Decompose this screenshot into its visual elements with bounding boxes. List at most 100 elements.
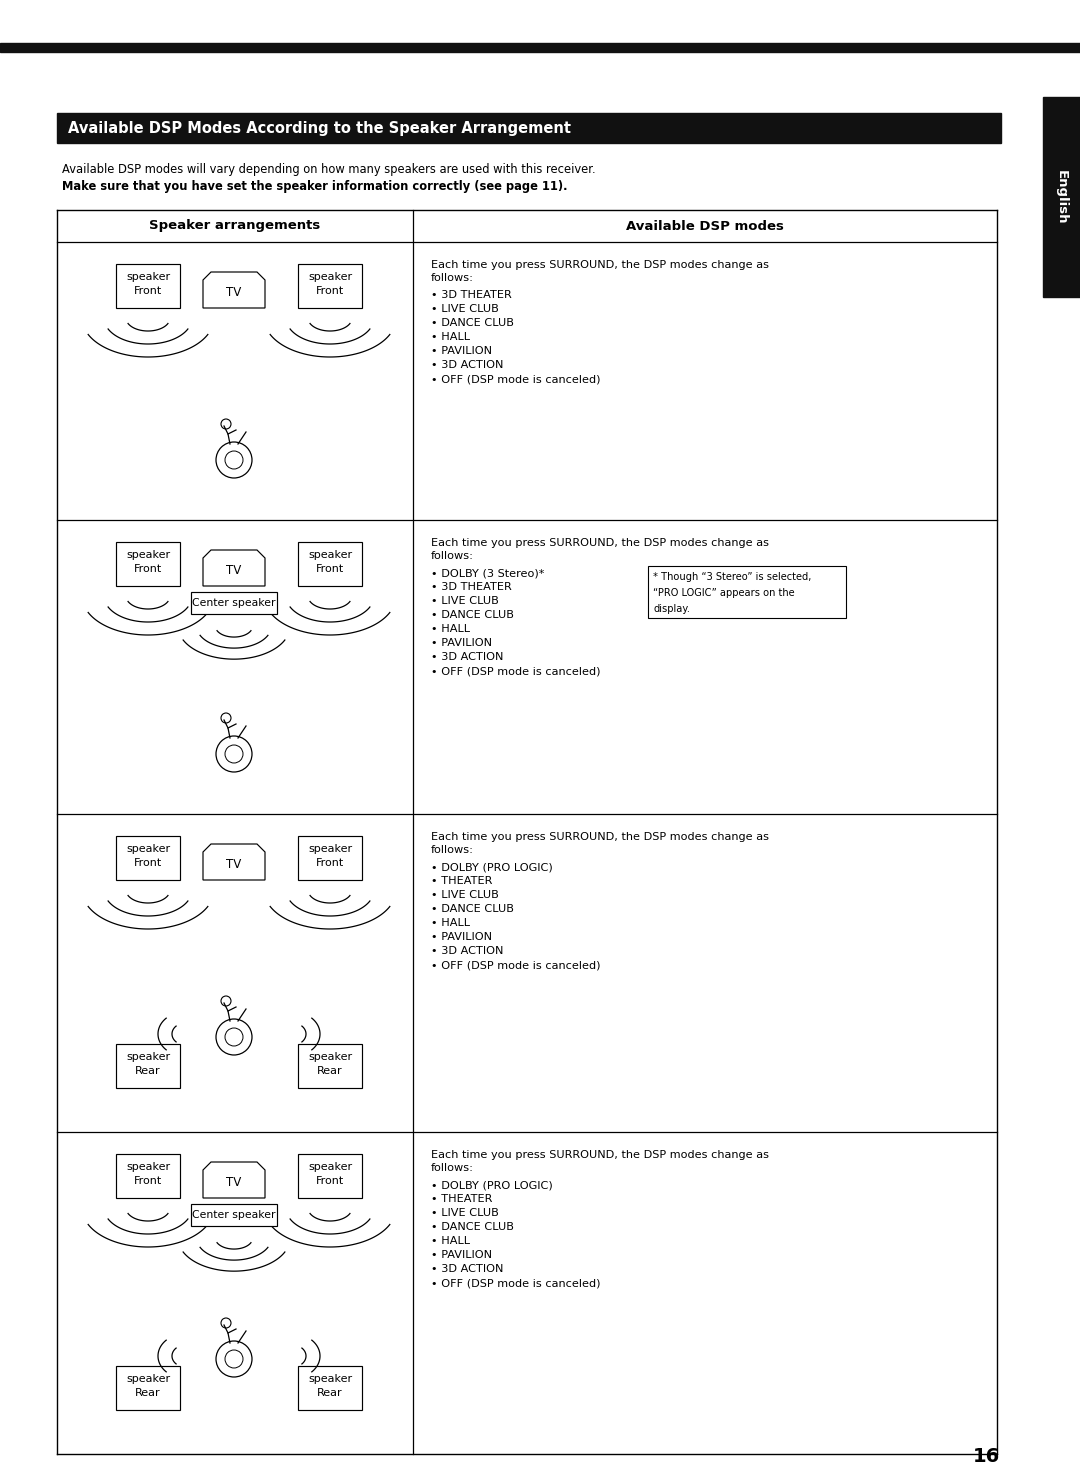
Text: • DOLBY (3 Stereo)*: • DOLBY (3 Stereo)* <box>431 568 544 578</box>
Text: Front: Front <box>134 859 162 868</box>
Bar <box>648 567 846 618</box>
Polygon shape <box>203 844 265 879</box>
Text: Center speaker: Center speaker <box>192 598 275 608</box>
Text: Each time you press SURROUND, the DSP modes change as: Each time you press SURROUND, the DSP mo… <box>431 1149 769 1160</box>
Text: Front: Front <box>315 564 345 574</box>
Text: • DANCE CLUB: • DANCE CLUB <box>431 1222 514 1232</box>
Text: • PAVILION: • PAVILION <box>431 931 492 942</box>
Text: Center speaker: Center speaker <box>192 1210 275 1221</box>
Text: Front: Front <box>315 1176 345 1186</box>
Text: • OFF (DSP mode is canceled): • OFF (DSP mode is canceled) <box>431 960 600 970</box>
Polygon shape <box>203 271 265 308</box>
Text: TV: TV <box>227 857 242 871</box>
Text: speaker: speaker <box>308 1163 352 1172</box>
Text: Each time you press SURROUND, the DSP modes change as: Each time you press SURROUND, the DSP mo… <box>431 538 769 549</box>
Polygon shape <box>203 1163 265 1198</box>
Bar <box>116 264 180 308</box>
Bar <box>57 113 1001 142</box>
Text: • 3D ACTION: • 3D ACTION <box>431 946 503 957</box>
Text: • DANCE CLUB: • DANCE CLUB <box>431 610 514 620</box>
Bar <box>116 1366 180 1410</box>
Text: Front: Front <box>134 1176 162 1186</box>
Text: • 3D ACTION: • 3D ACTION <box>431 360 503 369</box>
Text: Speaker arrangements: Speaker arrangements <box>149 219 321 233</box>
Text: speaker: speaker <box>126 550 170 561</box>
Text: • LIVE CLUB: • LIVE CLUB <box>431 890 499 900</box>
Text: • 3D ACTION: • 3D ACTION <box>431 1264 503 1274</box>
Text: Rear: Rear <box>318 1066 342 1077</box>
Text: Available DSP modes: Available DSP modes <box>626 219 784 233</box>
Text: • DANCE CLUB: • DANCE CLUB <box>431 317 514 328</box>
Bar <box>116 541 180 586</box>
Text: speaker: speaker <box>308 550 352 561</box>
Bar <box>298 1044 362 1089</box>
Text: speaker: speaker <box>126 1375 170 1384</box>
Text: • DOLBY (PRO LOGIC): • DOLBY (PRO LOGIC) <box>431 862 553 872</box>
Text: • OFF (DSP mode is canceled): • OFF (DSP mode is canceled) <box>431 374 600 384</box>
Text: 16: 16 <box>973 1447 1000 1467</box>
Text: • 3D THEATER: • 3D THEATER <box>431 291 512 300</box>
Text: speaker: speaker <box>308 1053 352 1062</box>
Text: speaker: speaker <box>126 1053 170 1062</box>
Text: • PAVILION: • PAVILION <box>431 1250 492 1261</box>
Text: Available DSP modes will vary depending on how many speakers are used with this : Available DSP modes will vary depending … <box>62 163 596 176</box>
Bar <box>116 1044 180 1089</box>
Text: • HALL: • HALL <box>431 918 470 928</box>
Text: • LIVE CLUB: • LIVE CLUB <box>431 304 499 314</box>
Text: Front: Front <box>134 564 162 574</box>
Bar <box>116 836 180 879</box>
Polygon shape <box>203 550 265 586</box>
Text: • 3D THEATER: • 3D THEATER <box>431 581 512 592</box>
Text: follows:: follows: <box>431 552 474 561</box>
Text: • PAVILION: • PAVILION <box>431 638 492 648</box>
Text: English: English <box>1055 169 1068 224</box>
Text: speaker: speaker <box>308 1375 352 1384</box>
Bar <box>298 541 362 586</box>
Text: • OFF (DSP mode is canceled): • OFF (DSP mode is canceled) <box>431 1278 600 1289</box>
Bar <box>191 1204 276 1226</box>
Text: Front: Front <box>315 859 345 868</box>
Text: follows:: follows: <box>431 845 474 856</box>
Text: Front: Front <box>134 286 162 297</box>
Text: speaker: speaker <box>126 844 170 854</box>
Text: • HALL: • HALL <box>431 624 470 635</box>
Text: • OFF (DSP mode is canceled): • OFF (DSP mode is canceled) <box>431 666 600 676</box>
Text: follows:: follows: <box>431 273 474 283</box>
Text: Front: Front <box>315 286 345 297</box>
Text: TV: TV <box>227 564 242 577</box>
Text: • 3D ACTION: • 3D ACTION <box>431 653 503 661</box>
Bar <box>191 592 276 614</box>
Text: TV: TV <box>227 1176 242 1188</box>
Bar <box>0 43 1080 52</box>
Text: Rear: Rear <box>318 1388 342 1398</box>
Bar <box>298 836 362 879</box>
Text: • LIVE CLUB: • LIVE CLUB <box>431 596 499 607</box>
Bar <box>1043 96 1080 297</box>
Text: • THEATER: • THEATER <box>431 876 492 885</box>
Text: “PRO LOGIC” appears on the: “PRO LOGIC” appears on the <box>653 587 795 598</box>
Text: • PAVILION: • PAVILION <box>431 346 492 356</box>
Text: TV: TV <box>227 286 242 298</box>
Text: • DANCE CLUB: • DANCE CLUB <box>431 905 514 914</box>
Text: • HALL: • HALL <box>431 1235 470 1246</box>
Text: speaker: speaker <box>308 273 352 282</box>
Bar <box>298 1154 362 1198</box>
Text: • LIVE CLUB: • LIVE CLUB <box>431 1209 499 1218</box>
Bar <box>116 1154 180 1198</box>
Text: speaker: speaker <box>308 844 352 854</box>
Text: • HALL: • HALL <box>431 332 470 343</box>
Text: Rear: Rear <box>135 1066 161 1077</box>
Text: Make sure that you have set the speaker information correctly (see page 11).: Make sure that you have set the speaker … <box>62 179 567 193</box>
Text: * Though “3 Stereo” is selected,: * Though “3 Stereo” is selected, <box>653 572 811 581</box>
Text: follows:: follows: <box>431 1163 474 1173</box>
Text: • DOLBY (PRO LOGIC): • DOLBY (PRO LOGIC) <box>431 1180 553 1189</box>
Bar <box>298 264 362 308</box>
Text: speaker: speaker <box>126 1163 170 1172</box>
Text: Each time you press SURROUND, the DSP modes change as: Each time you press SURROUND, the DSP mo… <box>431 260 769 270</box>
Text: speaker: speaker <box>126 273 170 282</box>
Text: Available DSP Modes According to the Speaker Arrangement: Available DSP Modes According to the Spe… <box>68 122 571 136</box>
Text: • THEATER: • THEATER <box>431 1194 492 1204</box>
Text: display.: display. <box>653 604 690 614</box>
Text: Rear: Rear <box>135 1388 161 1398</box>
Bar <box>298 1366 362 1410</box>
